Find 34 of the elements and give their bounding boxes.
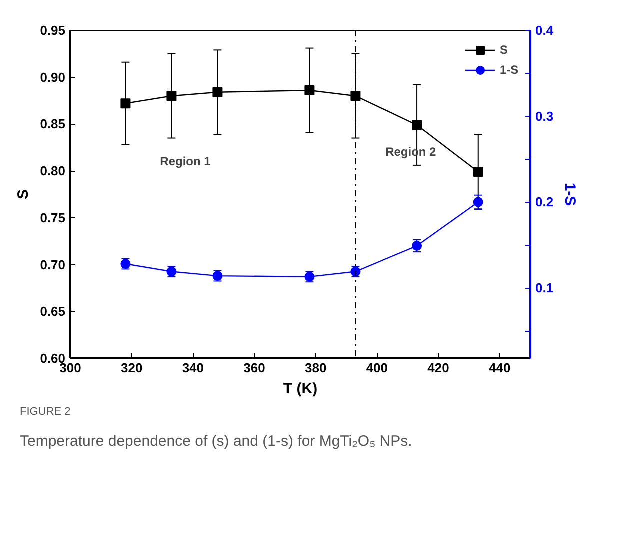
y-tick-label: 0.75 <box>40 210 66 226</box>
annotation: Region 1 <box>160 154 212 169</box>
y2-tick-label: 0.3 <box>536 108 554 124</box>
point <box>166 91 177 102</box>
y-tick-label: 0.90 <box>40 70 66 85</box>
y-tick-label: 0.70 <box>40 257 66 272</box>
x-axis-title: T (K) <box>283 380 318 398</box>
x-tick-label: 320 <box>120 360 143 376</box>
legend-label: 1-S <box>500 63 520 77</box>
y2-tick-label: 0.2 <box>536 194 554 210</box>
x-tick-label: 380 <box>304 360 327 376</box>
point <box>350 91 361 102</box>
point <box>120 98 131 109</box>
y2-axis-title: 1-S <box>562 182 579 206</box>
y2-tick-label: 0.4 <box>536 23 554 38</box>
y-tick-label: 0.85 <box>40 116 66 132</box>
text: Temperature dependence of (s) and (1-s) for MgTi₂O₅ NPs. <box>20 432 412 452</box>
x-tick-label: 360 <box>244 360 266 376</box>
point <box>412 120 422 130</box>
x-tick-label: 420 <box>428 360 450 376</box>
x-tick-label: 400 <box>366 360 388 376</box>
y-tick-label: 0.65 <box>40 304 66 320</box>
y-axis-title: S <box>15 189 32 200</box>
x-tick-label: 340 <box>182 360 204 376</box>
x-tick-label: 440 <box>488 360 511 376</box>
caption: FIGURE 2 <box>20 405 71 420</box>
y2-tick-label: 0.1 <box>536 280 554 296</box>
point <box>473 197 484 208</box>
legend-label: S <box>500 43 510 57</box>
point <box>304 85 315 96</box>
point <box>212 87 223 98</box>
point <box>473 167 484 178</box>
y-tick-label: 0.80 <box>40 164 66 179</box>
y-tick-label: 0.95 <box>40 23 66 38</box>
